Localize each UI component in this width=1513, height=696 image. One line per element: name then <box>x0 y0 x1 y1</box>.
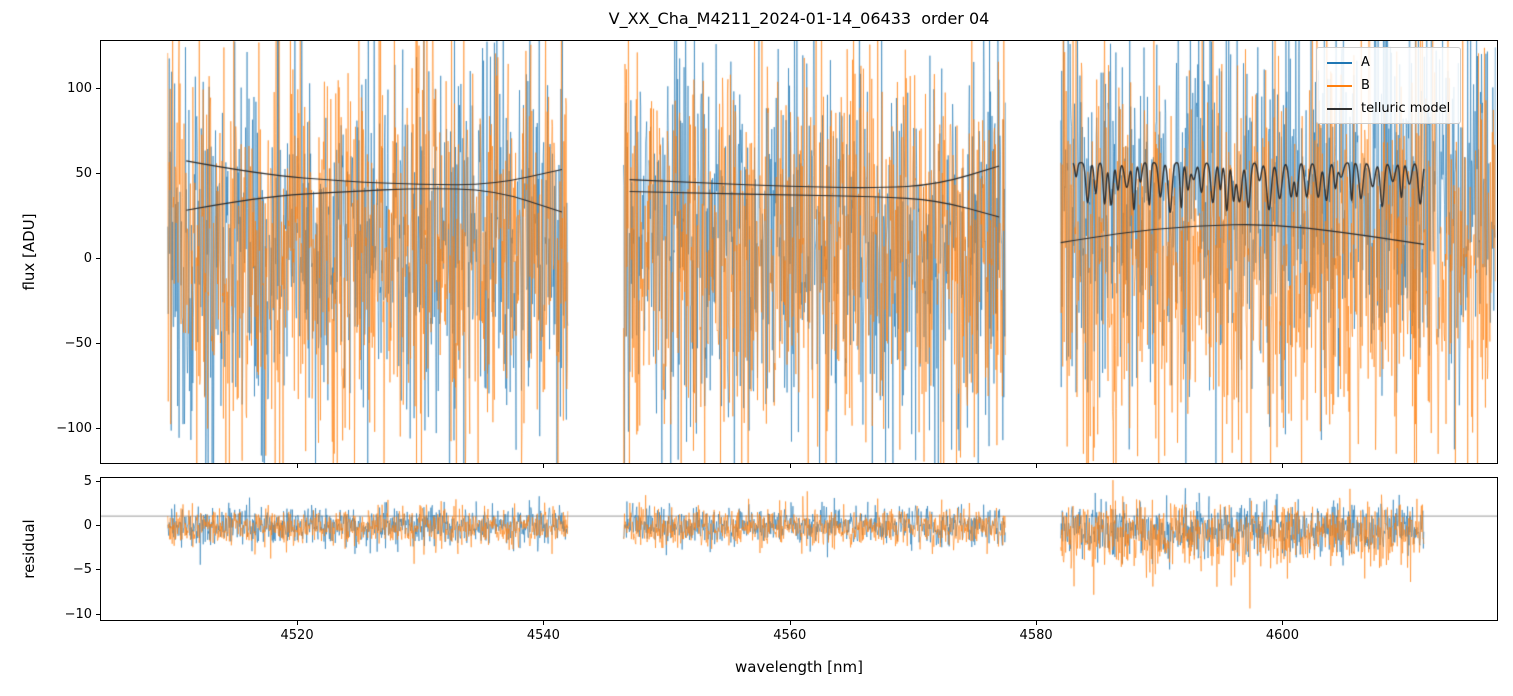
flux-y-tick-label: 100 <box>67 80 92 96</box>
x-tick-label: 4520 <box>280 628 314 643</box>
x-tick-mark <box>1282 621 1284 625</box>
flux-y-tick-label: −100 <box>56 421 92 437</box>
residual-y-tick-label: −10 <box>64 606 92 622</box>
legend-line-swatch <box>1327 84 1352 87</box>
residual-axis-label: residual <box>20 519 38 579</box>
residual-y-tick-label: −5 <box>72 562 92 578</box>
flux-y-tick-label: 0 <box>83 250 92 266</box>
x-tick-mark <box>789 464 791 468</box>
flux-y-tick-mark <box>96 172 100 174</box>
x-tick-mark <box>297 464 299 468</box>
legend-item: telluric model <box>1327 101 1450 116</box>
legend-label: telluric model <box>1361 101 1451 116</box>
x-tick-label: 4580 <box>1019 628 1053 643</box>
flux-y-tick-mark <box>96 428 100 430</box>
legend-item: A <box>1327 55 1450 70</box>
residual-y-tick-label: 0 <box>83 518 92 533</box>
flux-y-tick-mark <box>96 87 100 89</box>
x-tick-mark <box>543 621 545 625</box>
x-tick-mark <box>543 464 545 468</box>
flux-y-tick-mark <box>96 343 100 345</box>
residual-y-tick-mark <box>96 613 100 615</box>
legend-label: A <box>1361 55 1370 70</box>
x-tick-mark <box>297 621 299 625</box>
flux-axis-label: flux [ADU] <box>20 213 38 291</box>
chart-title: V_XX_Cha_M4211_2024-01-14_06433 order 04 <box>608 9 990 28</box>
flux-y-tick-mark <box>96 257 100 259</box>
x-axis-label: wavelength [nm] <box>735 658 863 676</box>
legend-line-swatch <box>1327 61 1352 64</box>
flux-panel-canvas <box>100 40 1498 464</box>
residual-y-tick-mark <box>96 525 100 526</box>
legend-label: B <box>1361 78 1370 93</box>
x-tick-mark <box>1282 464 1284 468</box>
legend-item: B <box>1327 78 1450 93</box>
residual-y-tick-label: 5 <box>83 473 92 489</box>
x-tick-mark <box>1036 464 1038 468</box>
x-tick-label: 4540 <box>526 628 560 643</box>
x-tick-mark <box>789 621 791 625</box>
flux-y-tick-label: −50 <box>64 336 92 352</box>
residual-panel-canvas <box>100 477 1498 621</box>
x-tick-label: 4560 <box>773 628 807 643</box>
legend-line-swatch <box>1327 107 1352 110</box>
x-tick-mark <box>1036 621 1038 625</box>
residual-y-tick-mark <box>96 480 100 482</box>
flux-y-tick-label: 50 <box>75 165 92 181</box>
residual-y-tick-mark <box>96 569 100 571</box>
x-tick-label: 4600 <box>1265 628 1299 643</box>
